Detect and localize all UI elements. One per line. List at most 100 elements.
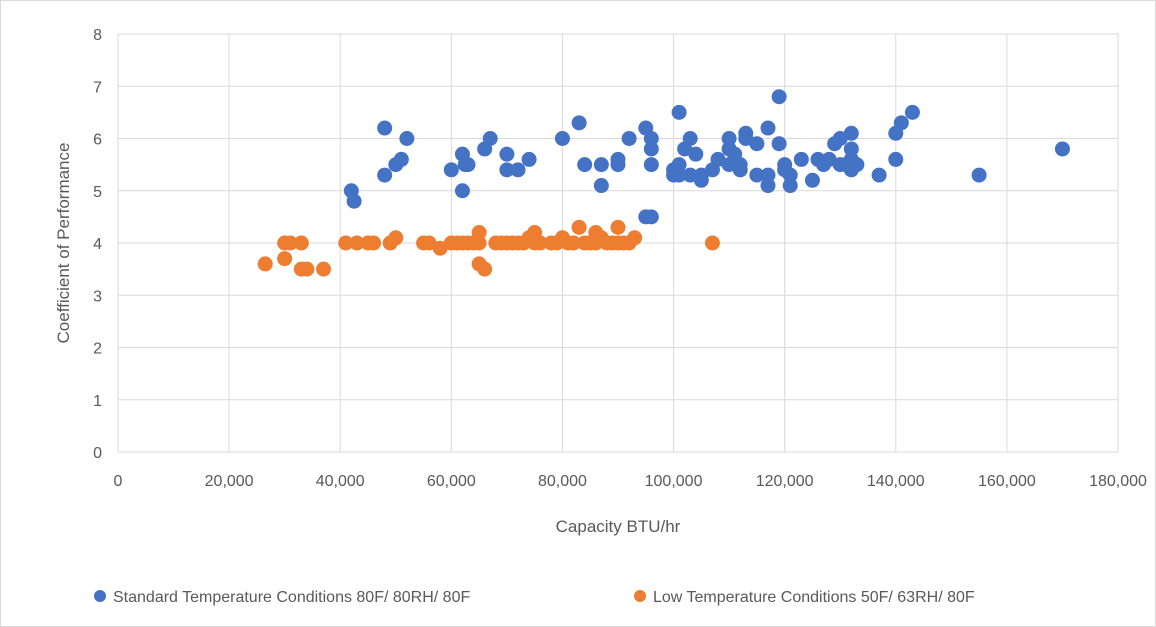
y-tick-label: 8 xyxy=(93,27,102,44)
y-tick-label: 2 xyxy=(93,341,102,358)
data-point-standard xyxy=(749,167,765,183)
y-tick-label: 6 xyxy=(93,132,102,149)
data-point-low xyxy=(293,235,309,251)
data-point-standard xyxy=(832,131,848,146)
data-point-standard xyxy=(443,162,459,178)
x-tick-label: 120,000 xyxy=(756,473,814,490)
data-point-standard xyxy=(771,136,787,152)
data-point-standard xyxy=(732,162,748,178)
data-point-standard xyxy=(843,125,859,141)
data-point-standard xyxy=(593,157,609,173)
data-point-standard xyxy=(610,151,626,167)
data-point-standard xyxy=(643,209,659,225)
data-point-standard xyxy=(682,131,698,146)
data-point-standard xyxy=(793,151,809,167)
data-point-standard xyxy=(643,157,659,173)
data-point-standard xyxy=(821,151,837,167)
data-point-standard xyxy=(499,146,515,162)
data-point-standard xyxy=(621,131,637,146)
data-point-low xyxy=(471,225,487,241)
data-point-standard xyxy=(643,141,659,157)
data-point-standard xyxy=(593,178,609,194)
y-tick-label: 0 xyxy=(93,445,102,462)
data-points xyxy=(257,89,1070,277)
data-point-low xyxy=(566,235,582,251)
x-tick-label: 140,000 xyxy=(867,473,925,490)
data-point-standard xyxy=(804,172,820,188)
data-point-standard xyxy=(377,167,393,183)
tick-labels: 0 1 2 3 4 5 6 7 8 0 20,000 40,000 60,000 80,000 100,00… xyxy=(93,27,1147,490)
data-point-low xyxy=(338,235,354,251)
y-tick-label: 4 xyxy=(93,236,102,253)
x-tick-label: 40,000 xyxy=(316,473,365,490)
legend-label-low: Low Temperature Conditions 50F/ 63RH/ 80… xyxy=(653,589,975,606)
data-point-standard xyxy=(671,167,687,183)
data-point-low xyxy=(571,219,587,235)
data-point-standard xyxy=(710,151,726,167)
data-point-standard xyxy=(671,104,687,120)
data-point-standard xyxy=(871,167,887,183)
data-point-standard xyxy=(454,183,470,199)
data-point-standard xyxy=(346,193,362,209)
y-tick-label: 7 xyxy=(93,79,102,96)
data-point-standard xyxy=(760,178,776,194)
x-tick-label: 0 xyxy=(114,473,123,490)
data-point-standard xyxy=(571,115,587,131)
data-point-low xyxy=(388,230,404,246)
data-point-standard xyxy=(521,151,537,167)
data-point-low xyxy=(366,235,382,251)
y-tick-label: 1 xyxy=(93,393,102,410)
x-axis-title: Capacity BTU/hr xyxy=(556,517,681,536)
data-point-standard xyxy=(843,141,859,157)
data-point-low xyxy=(277,251,293,267)
x-tick-label: 160,000 xyxy=(978,473,1036,490)
data-point-low xyxy=(349,235,365,251)
x-tick-label: 180,000 xyxy=(1089,473,1147,490)
data-point-standard xyxy=(760,120,776,136)
data-point-standard xyxy=(904,104,920,120)
x-tick-label: 80,000 xyxy=(538,473,587,490)
data-point-low xyxy=(282,235,298,251)
data-point-standard xyxy=(749,136,765,152)
data-point-low xyxy=(432,240,448,256)
y-tick-label: 3 xyxy=(93,288,102,305)
data-point-low xyxy=(299,261,315,277)
data-point-low xyxy=(257,256,273,272)
data-point-standard xyxy=(782,167,798,183)
data-point-standard xyxy=(1054,141,1070,157)
data-point-standard xyxy=(971,167,987,183)
data-point-standard xyxy=(782,178,798,194)
data-point-standard xyxy=(482,131,498,146)
data-point-standard xyxy=(888,151,904,167)
data-point-standard xyxy=(393,151,409,167)
data-point-standard xyxy=(643,131,659,146)
legend: Standard Temperature Conditions 80F/ 80R… xyxy=(94,589,975,606)
data-point-standard xyxy=(377,120,393,136)
data-point-low xyxy=(421,235,437,251)
data-point-standard xyxy=(849,157,865,173)
data-point-standard xyxy=(760,167,776,183)
data-point-standard xyxy=(682,167,698,183)
x-tick-label: 20,000 xyxy=(205,473,254,490)
data-point-standard xyxy=(460,157,476,173)
data-point-standard xyxy=(771,89,787,105)
data-point-low xyxy=(316,261,332,277)
data-point-standard xyxy=(510,162,526,178)
data-point-low xyxy=(627,230,643,246)
data-point-standard xyxy=(577,157,593,173)
data-point-low xyxy=(477,261,493,277)
data-point-low xyxy=(610,219,626,235)
y-axis-title: Coefficient of Performance xyxy=(54,143,73,344)
data-point-low xyxy=(471,235,487,251)
data-point-standard xyxy=(738,131,754,146)
data-point-standard xyxy=(554,131,570,146)
legend-label-standard: Standard Temperature Conditions 80F/ 80R… xyxy=(113,589,470,606)
data-point-standard xyxy=(499,162,515,178)
data-point-standard xyxy=(893,115,909,131)
data-point-standard xyxy=(688,146,704,162)
data-point-standard xyxy=(399,131,415,146)
data-point-low xyxy=(704,235,720,251)
legend-marker-low xyxy=(634,590,646,602)
